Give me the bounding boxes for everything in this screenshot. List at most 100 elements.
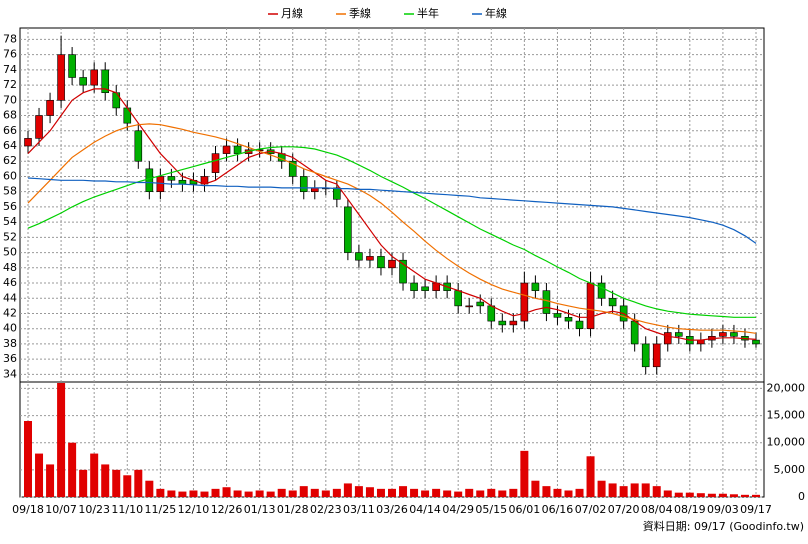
candle-body <box>366 256 374 261</box>
candle-body <box>35 115 43 139</box>
y-tick-label: 68 <box>3 109 17 122</box>
legend-label: 月線 <box>281 6 303 20</box>
x-tick-label: 09/03 <box>707 503 739 516</box>
volume-bar <box>178 491 187 497</box>
x-tick-label: 12/10 <box>178 503 210 516</box>
volume-bar <box>244 491 253 497</box>
volume-bar <box>652 486 661 497</box>
candle-body <box>652 343 661 368</box>
legend-label: 季線 <box>349 6 371 20</box>
candle-body <box>46 100 54 116</box>
volume-bar <box>145 480 154 497</box>
y-tick-label: 72 <box>3 78 17 91</box>
candle-body <box>211 153 220 173</box>
volume-bar <box>134 469 143 497</box>
legend-label: 半年 <box>417 6 439 20</box>
candle-body <box>608 297 617 307</box>
x-tick-label: 08/04 <box>641 503 673 516</box>
volume-bar <box>255 490 264 497</box>
candle-body <box>101 69 110 94</box>
y-tick-label: 40 <box>3 322 17 335</box>
volume-bar <box>487 488 496 497</box>
legend-label: 年線 <box>485 6 507 20</box>
x-tick-label: 03/26 <box>376 503 408 516</box>
candle-body <box>553 313 562 318</box>
candle-body <box>344 206 352 253</box>
volume-bar <box>332 488 341 497</box>
candle-body <box>333 187 341 200</box>
x-tick-label: 04/14 <box>409 503 441 516</box>
y-tick-label: 5,000 <box>774 463 806 476</box>
y-tick-label: 54 <box>3 215 17 228</box>
x-tick-label: 07/02 <box>575 503 607 516</box>
y-tick-label: 34 <box>3 367 17 380</box>
x-tick-label: 12/26 <box>211 503 243 516</box>
volume-bar <box>740 494 749 497</box>
y-tick-label: 70 <box>3 93 17 106</box>
candle-body <box>123 107 132 124</box>
y-tick-label: 60 <box>3 169 17 182</box>
volume-bar <box>410 488 419 497</box>
candle-body <box>509 320 518 326</box>
volume-bar <box>564 490 573 497</box>
volume-bar <box>277 488 286 497</box>
x-tick-label: 10/23 <box>78 503 110 516</box>
candle-body <box>487 305 496 322</box>
y-tick-label: 50 <box>3 246 17 259</box>
candle-body <box>630 320 639 345</box>
y-tick-label: 62 <box>3 154 17 167</box>
candle-body <box>520 282 529 322</box>
x-tick-label: 11/25 <box>145 503 177 516</box>
candle-body <box>288 160 297 177</box>
footnote: 資料日期: 09/17 (Goodinfo.tw) <box>643 519 804 533</box>
volume-bar <box>288 490 297 497</box>
volume-bar <box>498 490 507 497</box>
y-tick-label: 15,000 <box>767 409 806 422</box>
candle-body <box>597 282 606 299</box>
y-tick-label: 78 <box>3 32 17 45</box>
y-tick-label: 76 <box>3 48 17 61</box>
volume-bar <box>68 442 77 497</box>
volume-bar <box>696 493 705 497</box>
volume-bar <box>321 490 330 497</box>
x-tick-label: 06/16 <box>542 503 574 516</box>
volume-bar <box>189 490 198 497</box>
volume-bar <box>266 491 275 497</box>
volume-bar <box>156 488 165 497</box>
volume-bar <box>531 480 540 497</box>
volume-bar <box>443 490 452 497</box>
candle-body <box>79 77 87 86</box>
volume-bar <box>123 475 132 497</box>
volume-bar <box>707 493 716 497</box>
x-tick-label: 10/07 <box>45 503 77 516</box>
volume-bar <box>167 490 176 497</box>
volume-bar <box>520 450 529 497</box>
ma-line <box>27 146 756 318</box>
candle-body <box>542 290 551 314</box>
volume-bar <box>365 487 374 497</box>
x-tick-label: 02/23 <box>310 503 342 516</box>
volume-bar <box>57 383 66 497</box>
volume-bar <box>619 486 628 497</box>
candle-body <box>564 316 573 322</box>
candle-body <box>90 69 98 86</box>
candle-body <box>167 176 176 181</box>
x-tick-label: 11/10 <box>111 503 143 516</box>
volume-bar <box>509 488 518 497</box>
volume-bar <box>465 488 474 497</box>
y-tick-label: 42 <box>3 306 17 319</box>
y-tick-label: 52 <box>3 230 17 243</box>
x-tick-label: 09/18 <box>12 503 44 516</box>
volume-bar <box>79 469 88 497</box>
x-tick-label: 08/19 <box>674 503 706 516</box>
volume-bar <box>233 490 242 497</box>
x-tick-label: 04/29 <box>442 503 474 516</box>
y-tick-label: 20,000 <box>767 381 806 394</box>
candle-body <box>531 282 540 291</box>
candle-body <box>112 92 121 109</box>
volume-bar <box>46 464 55 497</box>
y-tick-label: 38 <box>3 337 17 350</box>
volume-bar <box>376 488 385 497</box>
candle-body <box>465 305 474 308</box>
